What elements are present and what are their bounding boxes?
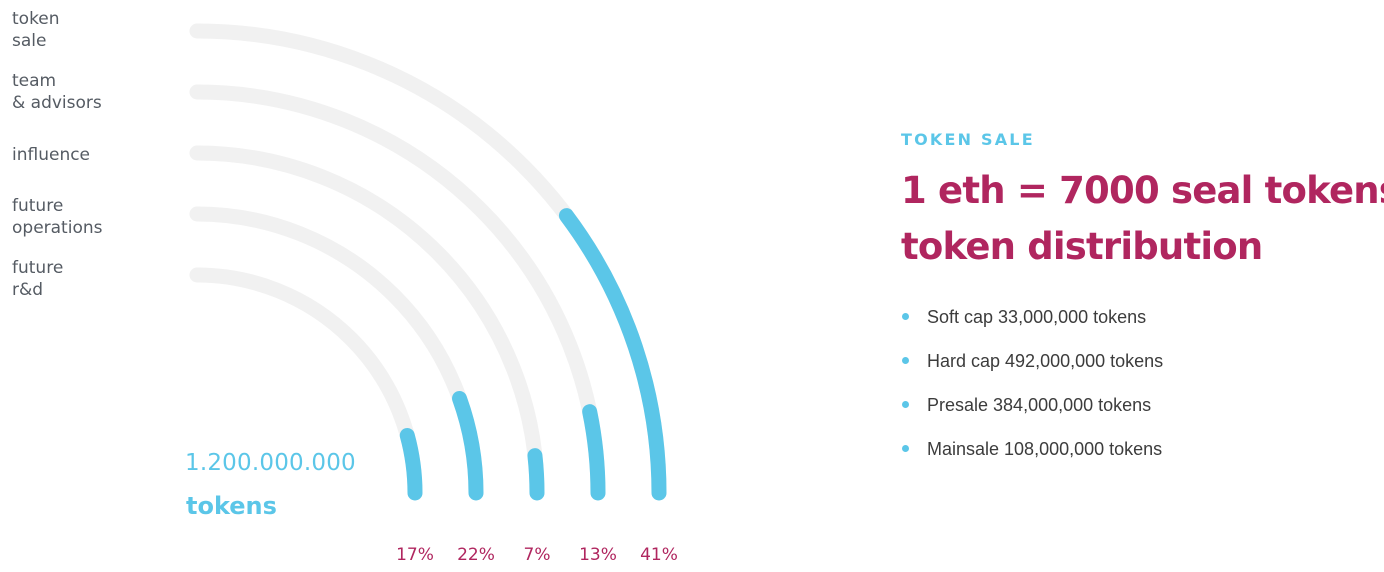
- token-sale-panel: TOKEN SALE 1 eth = 7000 seal tokens toke…: [901, 130, 1384, 481]
- token-distribution-chart: 41% 13% 7% 22% 17%: [189, 23, 678, 565]
- arc-value-future-rd: [399, 427, 423, 501]
- legend-line: team & advisors: [12, 70, 102, 114]
- legend-item-influence: influence: [12, 144, 90, 166]
- arc-track-team-advisors: [189, 84, 606, 501]
- headline-line-rate: 1 eth = 7000 seal tokens: [901, 169, 1384, 212]
- legend-line-text: future: [12, 196, 64, 216]
- legend-line-text: sale: [12, 31, 47, 51]
- legend-line-text: team: [12, 71, 57, 91]
- list-item: Hard cap 492,000,000 tokens: [901, 349, 1381, 393]
- legend-item-future-rd: future r&d: [12, 257, 63, 301]
- chart-legend: token sale team & advisors influence futur…: [0, 0, 150, 330]
- legend-item-token-sale: token sale: [12, 8, 60, 52]
- bullet-icon: [902, 357, 909, 364]
- legend-line: future r&d: [12, 257, 63, 301]
- value-label-token-sale: 41%: [640, 545, 678, 565]
- legend-line-text: r&d: [12, 280, 44, 300]
- legend-line-text: operations: [12, 218, 103, 238]
- fact-text: Presale 384,000,000 tokens: [927, 395, 1152, 415]
- legend-item-team-advisors: team & advisors: [12, 70, 102, 114]
- bullet-icon: [902, 445, 909, 452]
- value-label-influence: 7%: [524, 545, 551, 565]
- legend-line: future operations: [12, 195, 102, 239]
- total-supply-unit: tokens: [186, 492, 277, 520]
- arc-track-influence: [189, 145, 545, 501]
- arc-value-future-operations: [452, 390, 484, 501]
- legend-item-future-operations: future operations: [12, 195, 102, 239]
- arc-value-token-sale: [558, 208, 667, 501]
- legend-line-text: & advisors: [12, 93, 102, 113]
- fact-text: Soft cap 33,000,000 tokens: [927, 307, 1147, 327]
- legend-line-text: token: [12, 9, 60, 29]
- bullet-icon: [902, 313, 909, 320]
- sale-facts-list: Soft cap 33,000,000 tokens Hard cap 492,…: [901, 305, 1381, 481]
- arc-value-team-advisors: [582, 404, 606, 501]
- legend-line: token sale: [12, 8, 60, 52]
- fact-text: Hard cap 492,000,000 tokens: [927, 351, 1164, 371]
- legend-line-text: future: [12, 258, 64, 278]
- headline: 1 eth = 7000 seal tokens token distribut…: [901, 163, 1384, 275]
- headline-line-distribution: token distribution: [901, 225, 1263, 268]
- list-item: Mainsale 108,000,000 tokens: [901, 437, 1381, 481]
- value-label-future-operations: 22%: [457, 545, 495, 565]
- list-item: Presale 384,000,000 tokens: [901, 393, 1381, 437]
- value-label-team-advisors: 13%: [579, 545, 617, 565]
- arc-value-influence: [527, 448, 545, 501]
- fact-text: Mainsale 108,000,000 tokens: [927, 439, 1163, 459]
- legend-line-text: influence: [12, 145, 91, 165]
- list-item: Soft cap 33,000,000 tokens: [901, 305, 1381, 349]
- total-supply-value: 1.200.000.000: [185, 450, 356, 476]
- section-eyebrow: TOKEN SALE: [901, 130, 1035, 149]
- value-label-future-rd: 17%: [396, 545, 434, 565]
- bullet-icon: [902, 401, 909, 408]
- legend-line: influence: [12, 144, 90, 166]
